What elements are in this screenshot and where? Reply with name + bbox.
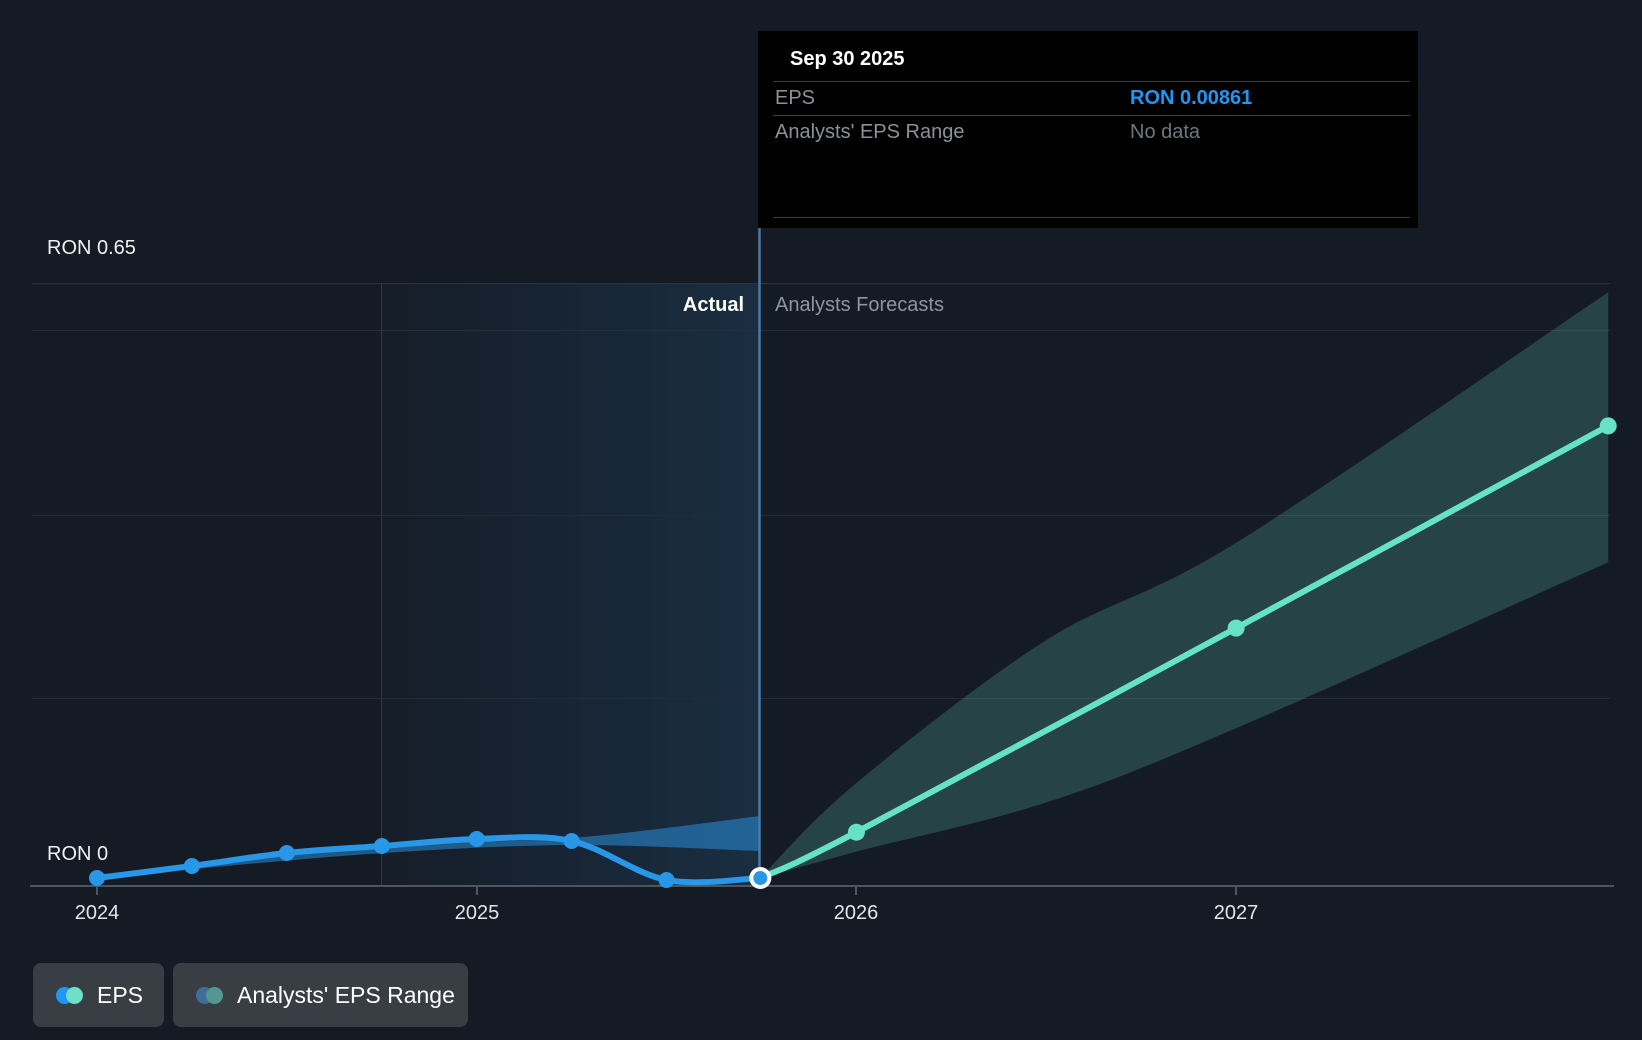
- x-axis-label-2025: 2025: [454, 902, 500, 924]
- eps-forecast-point[interactable]: [847, 823, 865, 841]
- data-point-markers[interactable]: [89, 417, 1617, 890]
- analysts-range-band-forecast: [760, 292, 1609, 879]
- eps-legend-icon: [56, 986, 83, 1004]
- analysts-range-legend-icon: [196, 986, 223, 1004]
- tooltip-row-eps: EPS RON 0.00861: [773, 82, 1410, 116]
- tooltip-row-range: Analysts' EPS Range No data: [773, 116, 1410, 149]
- actual-highlight-region: [381, 283, 759, 886]
- legend-eps-label: EPS: [97, 981, 144, 1008]
- tooltip-date: Sep 30 2025: [773, 31, 1410, 82]
- legend-chip-eps[interactable]: EPS: [33, 963, 164, 1027]
- eps-actual-point[interactable]: [183, 857, 200, 874]
- legend-analysts-range-label: Analysts' EPS Range: [237, 981, 455, 1008]
- eps-actual-point[interactable]: [563, 833, 580, 850]
- gridlines: [32, 283, 1610, 699]
- eps-forecast-point[interactable]: [1227, 619, 1245, 637]
- eps-forecast-point[interactable]: [1599, 417, 1617, 435]
- tooltip-range-value: No data: [1130, 121, 1201, 143]
- legend-chip-analysts-range[interactable]: Analysts' EPS Range: [173, 963, 468, 1027]
- x-axis-label-2027: 2027: [1213, 902, 1259, 924]
- y-axis-zero-label: RON 0: [47, 843, 109, 865]
- tooltip: Sep 30 2025 EPS RON 0.00861 Analysts' EP…: [758, 31, 1418, 228]
- x-axis-label-2026: 2026: [833, 902, 879, 924]
- y-axis-max-label: RON 0.65: [47, 237, 136, 259]
- eps-forecast-line: [757, 422, 1612, 882]
- tooltip-eps-label: EPS: [775, 87, 816, 109]
- actual-section-label: Actual: [682, 294, 744, 316]
- eps-actual-point[interactable]: [89, 870, 105, 887]
- eps-actual-line: [94, 834, 764, 886]
- x-axis: [30, 885, 1614, 895]
- x-axis-label-2024: 2024: [74, 902, 120, 924]
- eps-actual-point[interactable]: [658, 871, 675, 888]
- highlighted-point[interactable]: [753, 871, 768, 886]
- tooltip-eps-value: RON 0.00861: [1130, 87, 1253, 109]
- forecast-section-label: Analysts Forecasts: [775, 294, 944, 316]
- tooltip-bottom-divider: [773, 217, 1410, 218]
- eps-actual-point[interactable]: [278, 844, 295, 861]
- eps-actual-point[interactable]: [373, 838, 390, 855]
- eps-actual-point[interactable]: [468, 830, 485, 847]
- tooltip-range-label: Analysts' EPS Range: [775, 121, 965, 143]
